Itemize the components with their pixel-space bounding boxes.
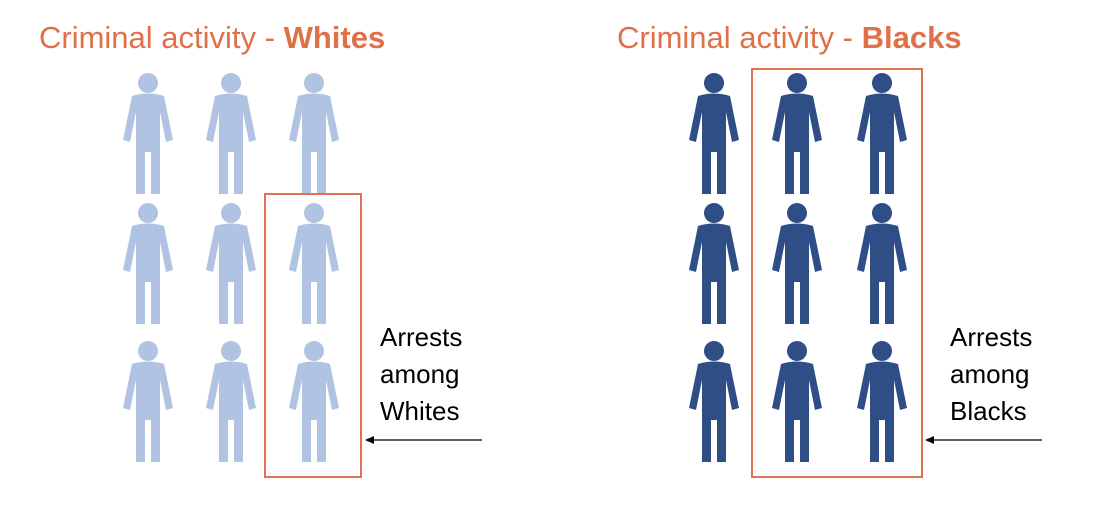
person-icon xyxy=(850,200,914,324)
person-icon xyxy=(765,200,829,324)
person-icon xyxy=(682,200,746,324)
person-icon xyxy=(199,338,263,462)
title-group-whites: Whites xyxy=(283,20,386,55)
person-icon xyxy=(765,70,829,194)
person-icon xyxy=(199,200,263,324)
arrests-label-blacks: Arrests among Blacks xyxy=(950,322,1033,426)
person-icon xyxy=(282,338,346,462)
highlight-box-blacks xyxy=(751,68,923,478)
person-icon xyxy=(282,200,346,324)
person-icon xyxy=(765,338,829,462)
arrests-label-whites: Arrests among Whites xyxy=(380,322,463,426)
person-icon xyxy=(850,338,914,462)
person-icon xyxy=(116,200,180,324)
arrow-icon-blacks xyxy=(924,430,1042,450)
title-group-blacks: Blacks xyxy=(861,20,962,55)
arrow-icon-whites xyxy=(364,430,482,450)
person-icon xyxy=(682,70,746,194)
title-whites: Criminal activity - Whites xyxy=(39,20,386,55)
panel-whites: Criminal activity - Whites Arrests among… xyxy=(39,20,482,478)
title-blacks: Criminal activity - Blacks xyxy=(617,20,962,55)
highlight-box-whites xyxy=(264,193,362,478)
person-icon xyxy=(199,70,263,194)
person-icon xyxy=(116,338,180,462)
person-icon xyxy=(282,70,346,194)
person-icon xyxy=(116,70,180,194)
panel-blacks: Criminal activity - Blacks Arrests among… xyxy=(580,0,1112,518)
person-icon xyxy=(850,70,914,194)
person-icon xyxy=(682,338,746,462)
